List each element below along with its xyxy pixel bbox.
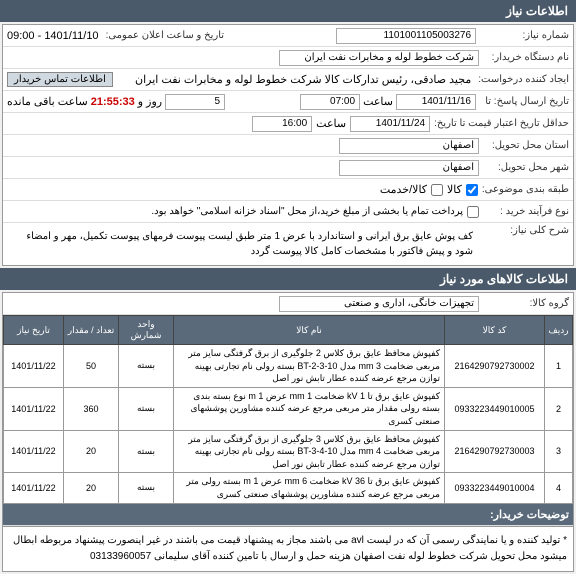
cell-qty: 50 — [64, 345, 119, 388]
cell-date: 1401/11/22 — [4, 345, 64, 388]
col-code: کد کالا — [445, 316, 545, 345]
remaining-label: ساعت باقی مانده — [7, 95, 88, 108]
cell-name: کفپوش عایق برق تا kV 36 ضخامت mm 6 عرض m… — [174, 473, 445, 503]
province-label: استان محل تحویل: — [479, 140, 569, 151]
cell-unit: بسته — [119, 345, 174, 388]
validity-time-label: ساعت — [316, 117, 346, 130]
reply-time-label: ساعت — [363, 95, 393, 108]
validity-date: 1401/11/24 — [350, 116, 430, 132]
table-row: 20933223449010005کفپوش عایق برق تا kV 1 … — [4, 387, 573, 430]
cell-qty: 20 — [64, 473, 119, 503]
buyer-org-value: شرکت خطوط لوله و مخابرات نفت ایران — [279, 50, 479, 66]
buy-type-checkbox[interactable] — [467, 206, 479, 218]
buy-type-label: نوع فرآیند خرید : — [479, 206, 569, 217]
cat-service-label: کالا/خدمت — [380, 183, 427, 196]
cell-n: 2 — [545, 387, 573, 430]
col-date: تاریخ نیاز — [4, 316, 64, 345]
need-no-value: 1101001105003276 — [336, 28, 476, 44]
col-qty: تعداد / مقدار — [64, 316, 119, 345]
info-panel: شماره نیاز: 1101001105003276 تاریخ و ساع… — [2, 24, 574, 266]
city-label: شهر محل تحویل: — [479, 162, 569, 173]
validity-time: 16:00 — [252, 116, 312, 132]
cell-name: کفپوش محافظ عایق برق کلاس 3 جلوگیری از ب… — [174, 430, 445, 473]
cell-qty: 360 — [64, 387, 119, 430]
items-header-title: اطلاعات کالاهای مورد نیاز — [440, 272, 568, 286]
validity-label: حداقل تاریخ اعتبار قیمت تا تاریخ: — [430, 118, 569, 129]
table-row: 12164290792730002کفپوش محافظ عایق برق کل… — [4, 345, 573, 388]
col-row: ردیف — [545, 316, 573, 345]
contact-badge[interactable]: اطلاعات تماس خریدار — [7, 72, 113, 87]
cell-n: 4 — [545, 473, 573, 503]
public-time-value: 1401/11/10 - 09:00 — [7, 30, 99, 42]
header-title: اطلاعات نیاز — [506, 4, 568, 18]
cat-goods-checkbox[interactable] — [466, 184, 478, 196]
group-value: تجهیزات خانگی، اداری و صنعتی — [279, 296, 479, 312]
group-label: گروه کالا: — [479, 298, 569, 309]
items-header: اطلاعات کالاهای مورد نیاز — [0, 268, 576, 290]
cell-date: 1401/11/22 — [4, 387, 64, 430]
items-table: ردیف کد کالا نام کالا واحد شمارش تعداد /… — [3, 315, 573, 504]
cell-qty: 20 — [64, 430, 119, 473]
buy-type-note: پرداخت تمام یا بخشی از مبلغ خرید،از محل … — [151, 206, 463, 217]
cell-name: کفپوش محافظ عایق برق کلاس 2 جلوگیری از ب… — [174, 345, 445, 388]
cell-code: 0933223449010004 — [445, 473, 545, 503]
table-row: 32164290792730003کفپوش محافظ عایق برق کل… — [4, 430, 573, 473]
cell-n: 3 — [545, 430, 573, 473]
days-label: روز و — [138, 95, 162, 108]
requester-value: مجید صادقی، رئیس تدارکات کالا شرکت خطوط … — [135, 73, 471, 86]
cell-code: 0933223449010005 — [445, 387, 545, 430]
page-header: اطلاعات نیاز — [0, 0, 576, 22]
reply-time: 07:00 — [300, 94, 360, 110]
need-no-label: شماره نیاز: — [479, 30, 569, 41]
cell-name: کفپوش عایق برق تا kV 1 ضخامت mm 1 عرض m … — [174, 387, 445, 430]
reply-deadline-label: تاریخ ارسال پاسخ: تا — [479, 96, 569, 107]
cell-date: 1401/11/22 — [4, 430, 64, 473]
days-left: 5 — [165, 94, 225, 110]
col-unit: واحد شمارش — [119, 316, 174, 345]
col-name: نام کالا — [174, 316, 445, 345]
cell-date: 1401/11/22 — [4, 473, 64, 503]
footer-header: توضیحات خریدار: — [490, 508, 569, 521]
buyer-org-label: نام دستگاه خریدار: — [479, 52, 569, 63]
city-value: اصفهان — [339, 160, 479, 176]
desc-value: کف پوش عایق برق ایرانی و استاندارد با عر… — [7, 225, 479, 263]
cell-code: 2164290792730002 — [445, 345, 545, 388]
desc-label: شرح کلی نیاز: — [479, 225, 569, 236]
countdown: 21:55:33 — [91, 96, 135, 108]
cell-unit: بسته — [119, 473, 174, 503]
cell-code: 2164290792730003 — [445, 430, 545, 473]
category-label: طبقه بندی موضوعی: — [478, 184, 569, 195]
cell-unit: بسته — [119, 430, 174, 473]
footer-note: * تولید کننده و یا نمایندگی رسمی آن که د… — [3, 526, 573, 571]
table-row: 40933223449010004کفپوش عایق برق تا kV 36… — [4, 473, 573, 503]
public-time-label: تاریخ و ساعت اعلان عمومی: — [102, 30, 225, 41]
cat-service-checkbox[interactable] — [431, 184, 443, 196]
cell-n: 1 — [545, 345, 573, 388]
province-value: اصفهان — [339, 138, 479, 154]
cat-goods-label: کالا — [447, 183, 462, 196]
cell-unit: بسته — [119, 387, 174, 430]
requester-label: ایجاد کننده درخواست: — [474, 74, 569, 85]
reply-date: 1401/11/16 — [396, 94, 476, 110]
